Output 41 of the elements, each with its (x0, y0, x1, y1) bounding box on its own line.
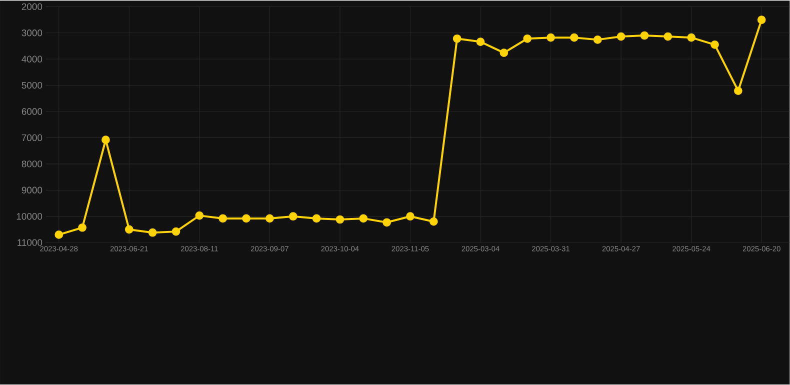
y-tick-label: 6000 (22, 108, 42, 116)
y-tick-label: 8000 (22, 160, 42, 168)
point (757, 16, 766, 24)
point (266, 214, 274, 223)
point (570, 34, 578, 42)
point (382, 218, 391, 227)
point (546, 34, 555, 42)
point (54, 230, 64, 240)
y-tick-label: 11000 (18, 239, 42, 246)
point (78, 224, 86, 232)
point (359, 214, 368, 223)
point (734, 86, 742, 96)
point (640, 32, 649, 40)
y-tick-label: 7000 (22, 134, 42, 142)
point (124, 226, 134, 234)
y-tick-label: 4000 (22, 56, 42, 63)
point (664, 32, 672, 41)
y-tick-label: 5000 (22, 82, 42, 89)
point (406, 212, 414, 221)
point (195, 212, 204, 220)
point (452, 34, 462, 44)
y-tick-label: 10000 (16, 213, 42, 220)
point (687, 34, 696, 42)
y-tick-label: 2000 (22, 4, 42, 10)
y-tick-label: 3000 (22, 30, 42, 36)
point (710, 40, 719, 50)
point (336, 216, 344, 224)
point (148, 228, 157, 238)
point (429, 218, 438, 226)
point (500, 48, 508, 58)
point (476, 38, 485, 46)
point (616, 32, 626, 41)
point (172, 228, 180, 236)
point (102, 136, 110, 144)
point (218, 214, 228, 223)
point (288, 212, 298, 221)
y-tick-label: 9000 (22, 187, 42, 194)
point (593, 36, 602, 44)
point (523, 34, 532, 44)
point (312, 214, 321, 223)
point (242, 214, 250, 223)
